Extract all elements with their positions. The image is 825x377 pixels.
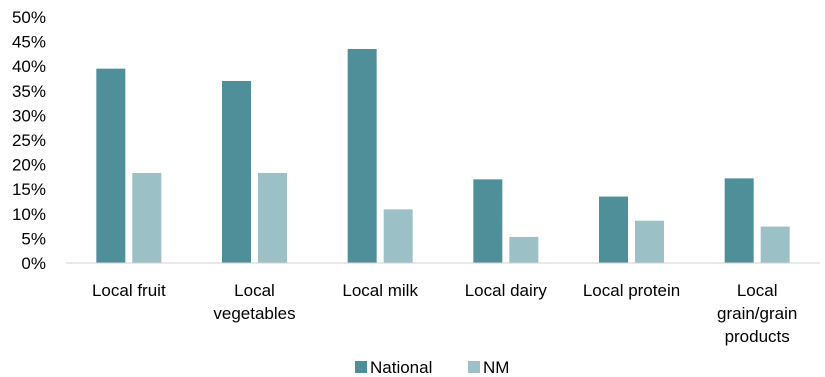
x-tick-label: Local: [234, 281, 275, 300]
x-tick-label: vegetables: [213, 304, 295, 323]
y-tick-label: 40%: [12, 57, 46, 76]
legend-swatch: [355, 361, 367, 373]
bars: [96, 48, 790, 264]
bar-nm-3: [509, 236, 539, 263]
bar-national-3: [473, 179, 503, 263]
x-tick-label: Local dairy: [465, 281, 548, 300]
bar-nm-2: [383, 209, 413, 263]
y-tick-label: 10%: [12, 205, 46, 224]
legend: National NM: [355, 358, 509, 377]
y-tick-label: 30%: [12, 106, 46, 125]
bar-national-2: [347, 48, 377, 264]
bar-nm-5: [760, 226, 790, 263]
legend-label: National: [370, 358, 432, 377]
bar-national-4: [599, 196, 628, 263]
x-tick-label: Local fruit: [92, 281, 166, 300]
x-category-label: Local protein: [583, 281, 680, 300]
x-category-label: Local fruit: [92, 281, 166, 300]
y-tick-label: 35%: [12, 82, 46, 101]
x-axis: Local fruit Local vegetables Local milk Loca…: [92, 281, 797, 346]
legend-item-nm: NM: [468, 358, 509, 377]
bar-national-5: [724, 178, 754, 263]
y-tick-label: 0%: [21, 254, 46, 273]
x-tick-label: products: [725, 327, 790, 346]
x-category-label: Local dairy: [465, 281, 548, 300]
legend-swatch: [468, 361, 480, 373]
y-tick-label: 15%: [12, 180, 46, 199]
x-tick-label: Local: [737, 281, 778, 300]
legend-item-national: National: [355, 358, 432, 377]
legend-label: NM: [483, 358, 509, 377]
bar-nm-1: [258, 172, 287, 263]
bar-nm-4: [635, 220, 664, 263]
x-tick-label: grain/grain: [717, 304, 797, 323]
bar-national-0: [96, 68, 126, 263]
y-tick-label: 25%: [12, 131, 46, 150]
x-category-label: Local milk: [342, 281, 418, 300]
y-tick-label: 50%: [12, 8, 46, 27]
y-tick-label: 20%: [12, 156, 46, 175]
bar-national-1: [222, 80, 251, 264]
x-tick-label: Local milk: [342, 281, 418, 300]
x-category-label: Local vegetables: [213, 281, 295, 323]
x-category-label: Local grain/grain products: [717, 281, 797, 346]
y-tick-label: 45%: [12, 33, 46, 52]
x-tick-label: Local protein: [583, 281, 680, 300]
y-axis: 0% 5% 10% 15% 20% 25% 30% 35% 40% 45% 50%: [12, 8, 46, 273]
y-tick-label: 5%: [21, 229, 46, 248]
bar-nm-0: [132, 172, 162, 263]
